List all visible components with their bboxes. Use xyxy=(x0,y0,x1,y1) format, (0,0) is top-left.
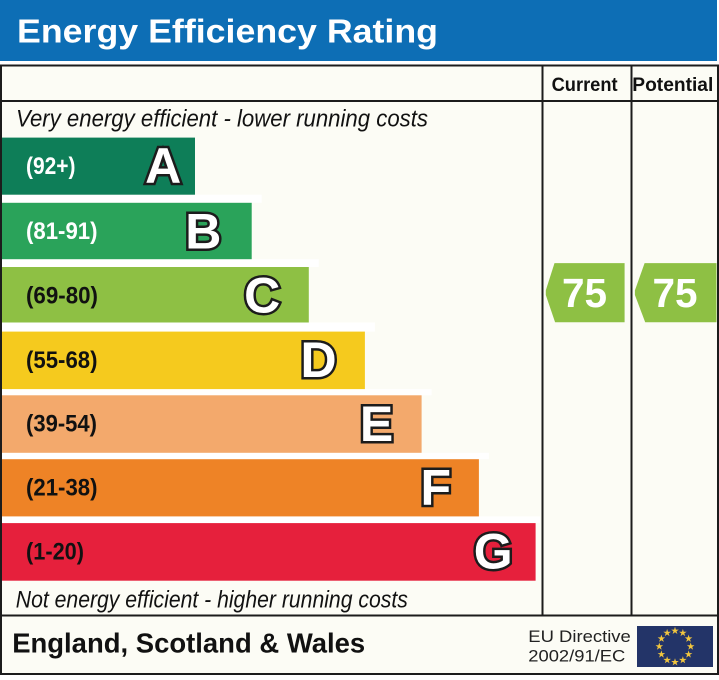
svg-text:EU Directive: EU Directive xyxy=(528,627,631,646)
svg-text:(55-68): (55-68) xyxy=(26,347,98,374)
svg-text:(69-80): (69-80) xyxy=(26,282,98,309)
svg-text:C: C xyxy=(244,268,280,324)
svg-text:75: 75 xyxy=(562,270,607,316)
svg-text:D: D xyxy=(301,332,337,388)
svg-text:Potential: Potential xyxy=(632,74,713,96)
svg-text:Not energy efficient - higher: Not energy efficient - higher running co… xyxy=(16,587,408,614)
svg-text:England, Scotland & Wales: England, Scotland & Wales xyxy=(12,627,365,658)
svg-text:A: A xyxy=(145,138,181,194)
svg-text:G: G xyxy=(474,524,513,580)
svg-text:75: 75 xyxy=(652,270,697,316)
svg-text:(39-54): (39-54) xyxy=(26,411,97,438)
svg-text:(21-38): (21-38) xyxy=(26,475,98,502)
svg-text:F: F xyxy=(421,460,452,516)
svg-text:2002/91/EC: 2002/91/EC xyxy=(528,646,625,665)
svg-text:(92+): (92+) xyxy=(26,153,76,180)
svg-text:B: B xyxy=(185,203,221,259)
svg-text:E: E xyxy=(360,396,393,452)
svg-text:Very energy efficient - lower: Very energy efficient - lower running co… xyxy=(16,106,428,133)
svg-text:Energy Efficiency Rating: Energy Efficiency Rating xyxy=(17,13,438,50)
svg-text:(1-20): (1-20) xyxy=(26,538,84,565)
svg-text:Current: Current xyxy=(552,74,618,96)
svg-text:(81-91): (81-91) xyxy=(26,218,98,245)
